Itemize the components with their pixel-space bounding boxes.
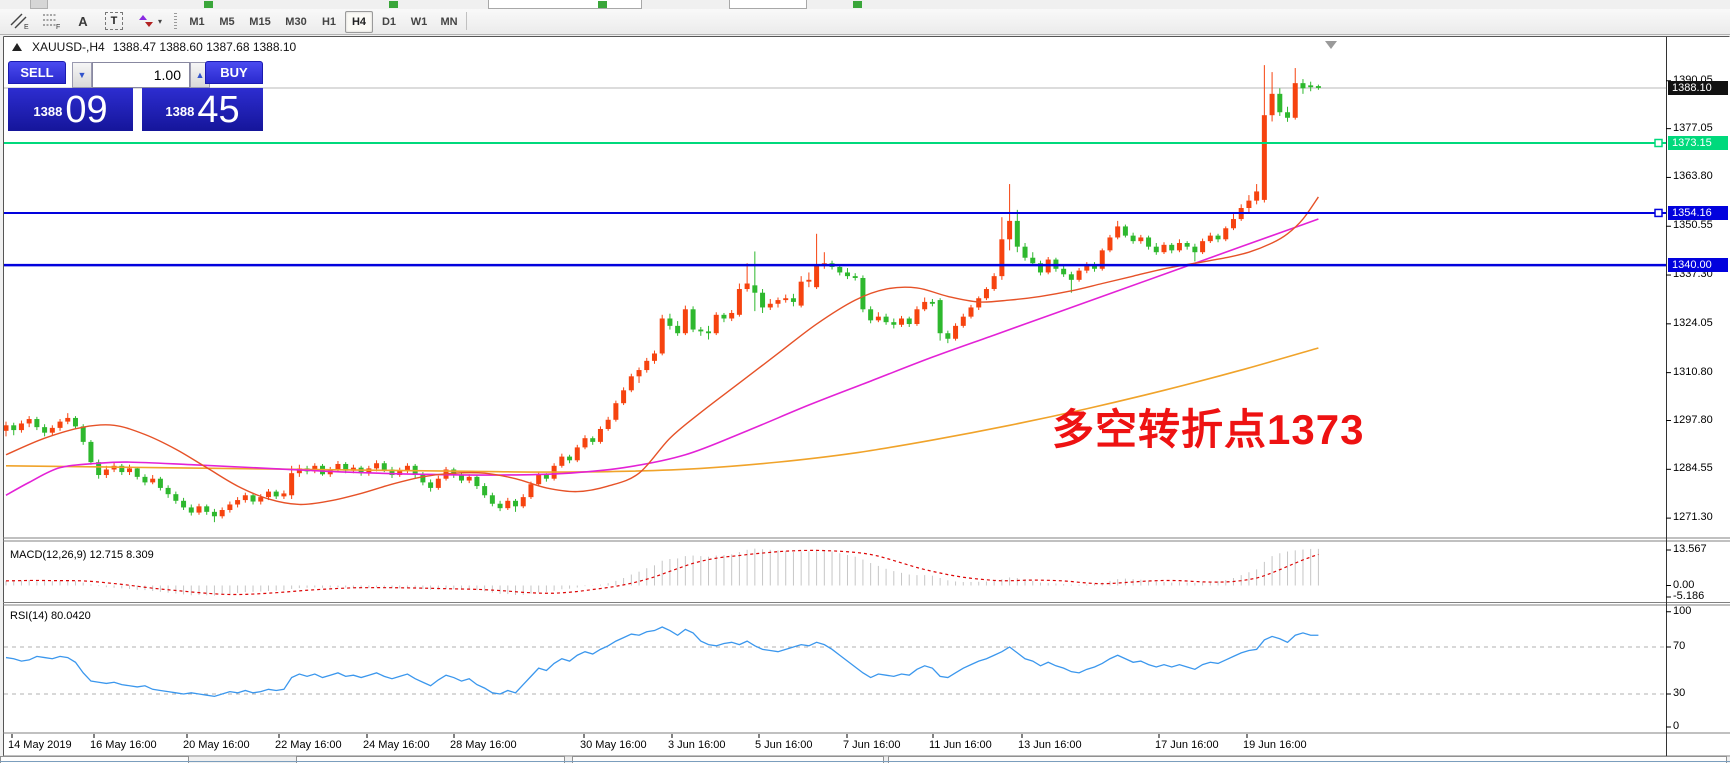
arrows-icon <box>138 15 153 27</box>
time-axis-label: 7 Jun 16:00 <box>843 739 901 751</box>
time-axis-label: 16 May 16:00 <box>90 739 157 751</box>
cropped-bottom-tab <box>296 756 565 763</box>
timeframe-button-m30[interactable]: M30 <box>285 16 307 28</box>
time-axis-label: 22 May 16:00 <box>275 739 342 751</box>
rsi-tick-label: 100 <box>1673 604 1692 617</box>
timeframe-button-mn[interactable]: MN <box>440 16 458 28</box>
time-axis-label: 20 May 16:00 <box>183 739 250 751</box>
toolbar-separator <box>466 12 467 30</box>
price-tick-label: 1297.80 <box>1673 413 1713 426</box>
price-tick-label: 1363.80 <box>1673 170 1713 183</box>
buy-price-block[interactable]: 1388 45 <box>142 88 263 131</box>
cropped-bottom-tab <box>888 756 1727 763</box>
chart-ohlc-values: 1388.47 1388.60 1387.68 1388.10 <box>112 40 297 54</box>
time-axis-label: 19 Jun 16:00 <box>1243 739 1307 751</box>
timeframe-button-h1[interactable]: H1 <box>321 16 337 28</box>
dropdown-caret-icon: ▾ <box>157 16 162 26</box>
price-tick-label: 1350.55 <box>1673 219 1713 232</box>
price-badge: 1388.10 <box>1668 80 1728 95</box>
text-label-icon: A <box>78 13 88 29</box>
sell-price-small: 1388 <box>33 104 63 119</box>
fibonacci-lines-icon: F <box>43 14 60 30</box>
time-axis-label: 30 May 16:00 <box>580 739 647 751</box>
toolbar-fragment-green-icon <box>389 1 398 8</box>
macd-tick-label: 13.567 <box>1673 543 1707 555</box>
time-axis-label: 14 May 2019 <box>8 739 72 751</box>
chart-symbol-period: XAUUSD-,H4 <box>32 40 105 54</box>
sell-price-block[interactable]: 1388 09 <box>8 88 133 131</box>
price-badge: 1354.16 <box>1668 205 1728 220</box>
toolbar-fragment <box>30 0 48 9</box>
timeframe-button-d1[interactable]: D1 <box>381 16 397 28</box>
one-click-trade-panel: SELL ▼ ▲ BUY 1388 09 1388 45 <box>8 60 276 132</box>
time-axis-label: 3 Jun 16:00 <box>668 739 726 751</box>
svg-text:F: F <box>56 24 60 30</box>
chart-header: XAUUSD-,H4 1388.47 1388.60 1387.68 1388.… <box>12 40 296 54</box>
cropped-bottom-tab <box>572 756 884 763</box>
time-axis-label: 24 May 16:00 <box>363 739 430 751</box>
rsi-indicator-label: RSI(14) 80.0420 <box>10 610 91 622</box>
chart-plot-area[interactable]: XAUUSD-,H4 1388.47 1388.60 1387.68 1388.… <box>3 36 1730 757</box>
one-click-panel-toggle-icon[interactable] <box>12 43 22 51</box>
macd-tick-label: -5.186 <box>1673 590 1705 602</box>
timeframe-button-m15[interactable]: M15 <box>249 16 271 28</box>
price-tick-label: 1377.05 <box>1673 121 1713 134</box>
toolbar-drag-handle[interactable] <box>174 13 177 29</box>
bottom-divider <box>0 761 1730 762</box>
toolbar-fragment-box <box>729 0 807 9</box>
timeframe-button-m1[interactable]: M1 <box>189 16 205 28</box>
cropped-toolbar-strip <box>0 0 1730 9</box>
price-badge: 1340.00 <box>1668 258 1728 273</box>
price-tick-label: 1284.55 <box>1673 462 1713 475</box>
price-tick-label: 1324.05 <box>1673 316 1713 329</box>
svg-text:E: E <box>24 24 29 30</box>
volume-input[interactable] <box>92 62 190 88</box>
toolbar-fragment-green-icon <box>853 1 862 8</box>
macd-indicator-label: MACD(12,26,9) 12.715 8.309 <box>10 549 154 561</box>
macd-tick-label: 0.00 <box>1673 578 1695 591</box>
text-box-icon: T <box>105 12 123 30</box>
buy-price-big: 45 <box>197 89 240 131</box>
sell-button[interactable]: SELL <box>8 61 66 84</box>
time-axis-label: 28 May 16:00 <box>450 739 517 751</box>
toolbar-fragment-green-icon <box>598 1 607 8</box>
buy-button[interactable]: BUY <box>205 61 263 84</box>
time-axis-label: 5 Jun 16:00 <box>755 739 813 751</box>
toolbar-fragment-green-icon <box>204 1 213 8</box>
cropped-bottom-tab <box>0 756 189 763</box>
rsi-tick-label: 0 <box>1673 720 1680 732</box>
time-axis-label: 11 Jun 16:00 <box>929 739 992 751</box>
sell-price-big: 09 <box>65 89 108 131</box>
volume-decrease-button[interactable]: ▼ <box>72 62 92 88</box>
rsi-tick-label: 70 <box>1673 640 1686 652</box>
timeframe-button-m5[interactable]: M5 <box>219 16 235 28</box>
price-tick-label: 1310.80 <box>1673 365 1713 378</box>
text-label-button[interactable]: A <box>70 10 96 32</box>
annotation-text: 多空转折点1373 <box>1052 406 1365 453</box>
fibonacci-lines-button[interactable]: F <box>38 10 66 32</box>
toolbar-fragment-box <box>488 0 642 9</box>
timeframe-button-h4[interactable]: H4 <box>345 11 373 33</box>
buy-price-small: 1388 <box>165 104 195 119</box>
time-axis-label: 17 Jun 16:00 <box>1155 739 1219 751</box>
text-box-button[interactable]: T <box>100 10 128 32</box>
rsi-tick-label: 30 <box>1673 687 1686 699</box>
equidistant-channel-icon: E <box>10 13 29 30</box>
equidistant-channel-button[interactable]: E <box>6 10 34 32</box>
price-tick-label: 1271.30 <box>1673 511 1713 524</box>
time-axis-label: 13 Jun 16:00 <box>1018 739 1082 751</box>
price-badge: 1373.15 <box>1668 136 1728 150</box>
chart-toolbar: E F A T ▾ M1 M5 M15 M30 H1 H4 D1 W1 MN <box>0 9 1730 35</box>
timeframe-button-w1[interactable]: W1 <box>410 16 428 28</box>
arrows-tool-button[interactable]: ▾ <box>132 10 168 32</box>
